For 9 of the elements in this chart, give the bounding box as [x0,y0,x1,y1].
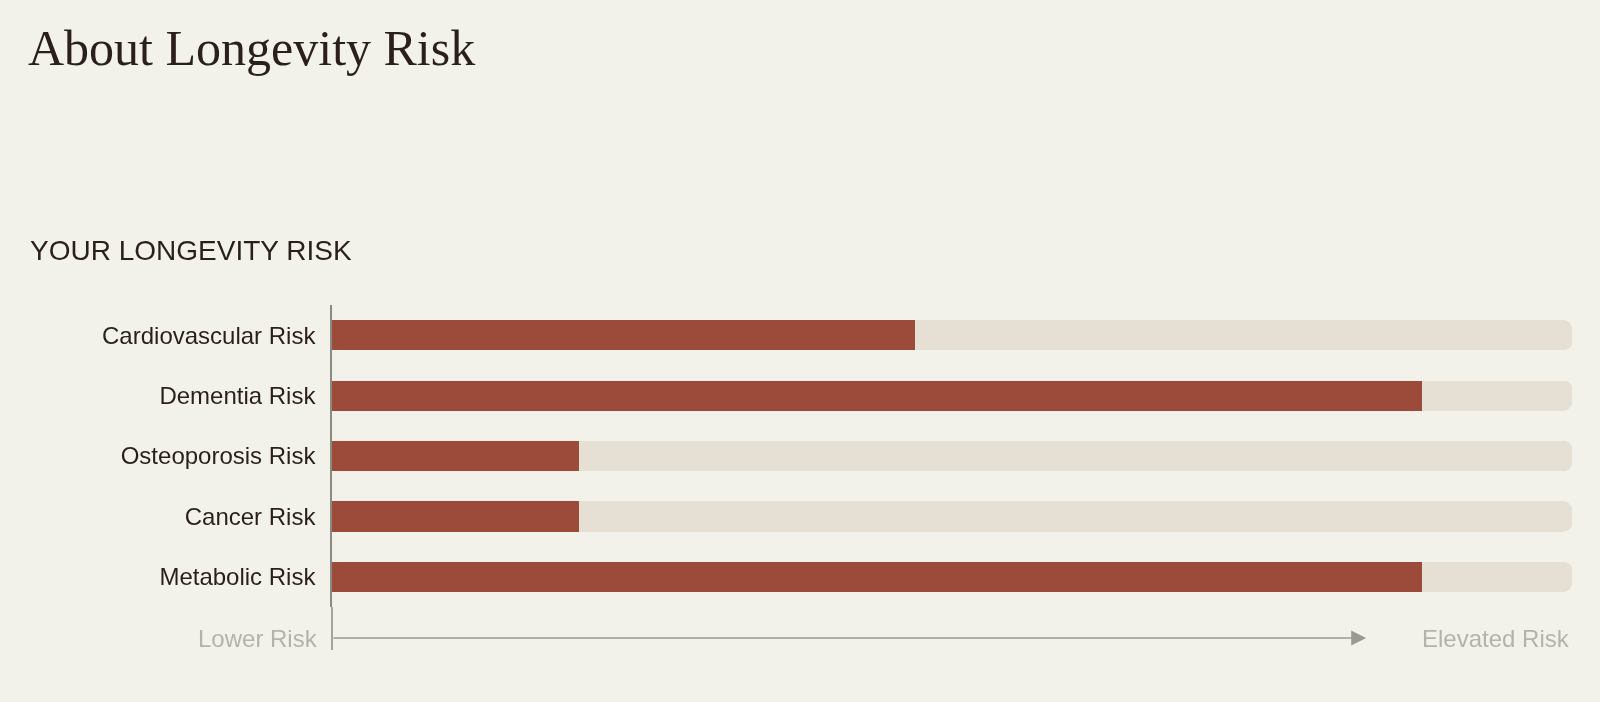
y-tick-label: Cancer Risk [184,502,317,530]
y-tick-label: Metabolic Risk [159,563,317,591]
chart-title: About Longevity Risk [28,20,476,76]
y-tick-label: Osteoporosis Risk [120,442,317,470]
y-tick-label: Cardiovascular Risk [102,321,317,349]
text: Elevated Risk [1422,625,1570,652]
y-tick-label: Dementia Risk [159,382,317,409]
text: Lower Risk [198,625,318,652]
chart-subtitle: YOUR LONGEVITY RISK [30,235,352,266]
